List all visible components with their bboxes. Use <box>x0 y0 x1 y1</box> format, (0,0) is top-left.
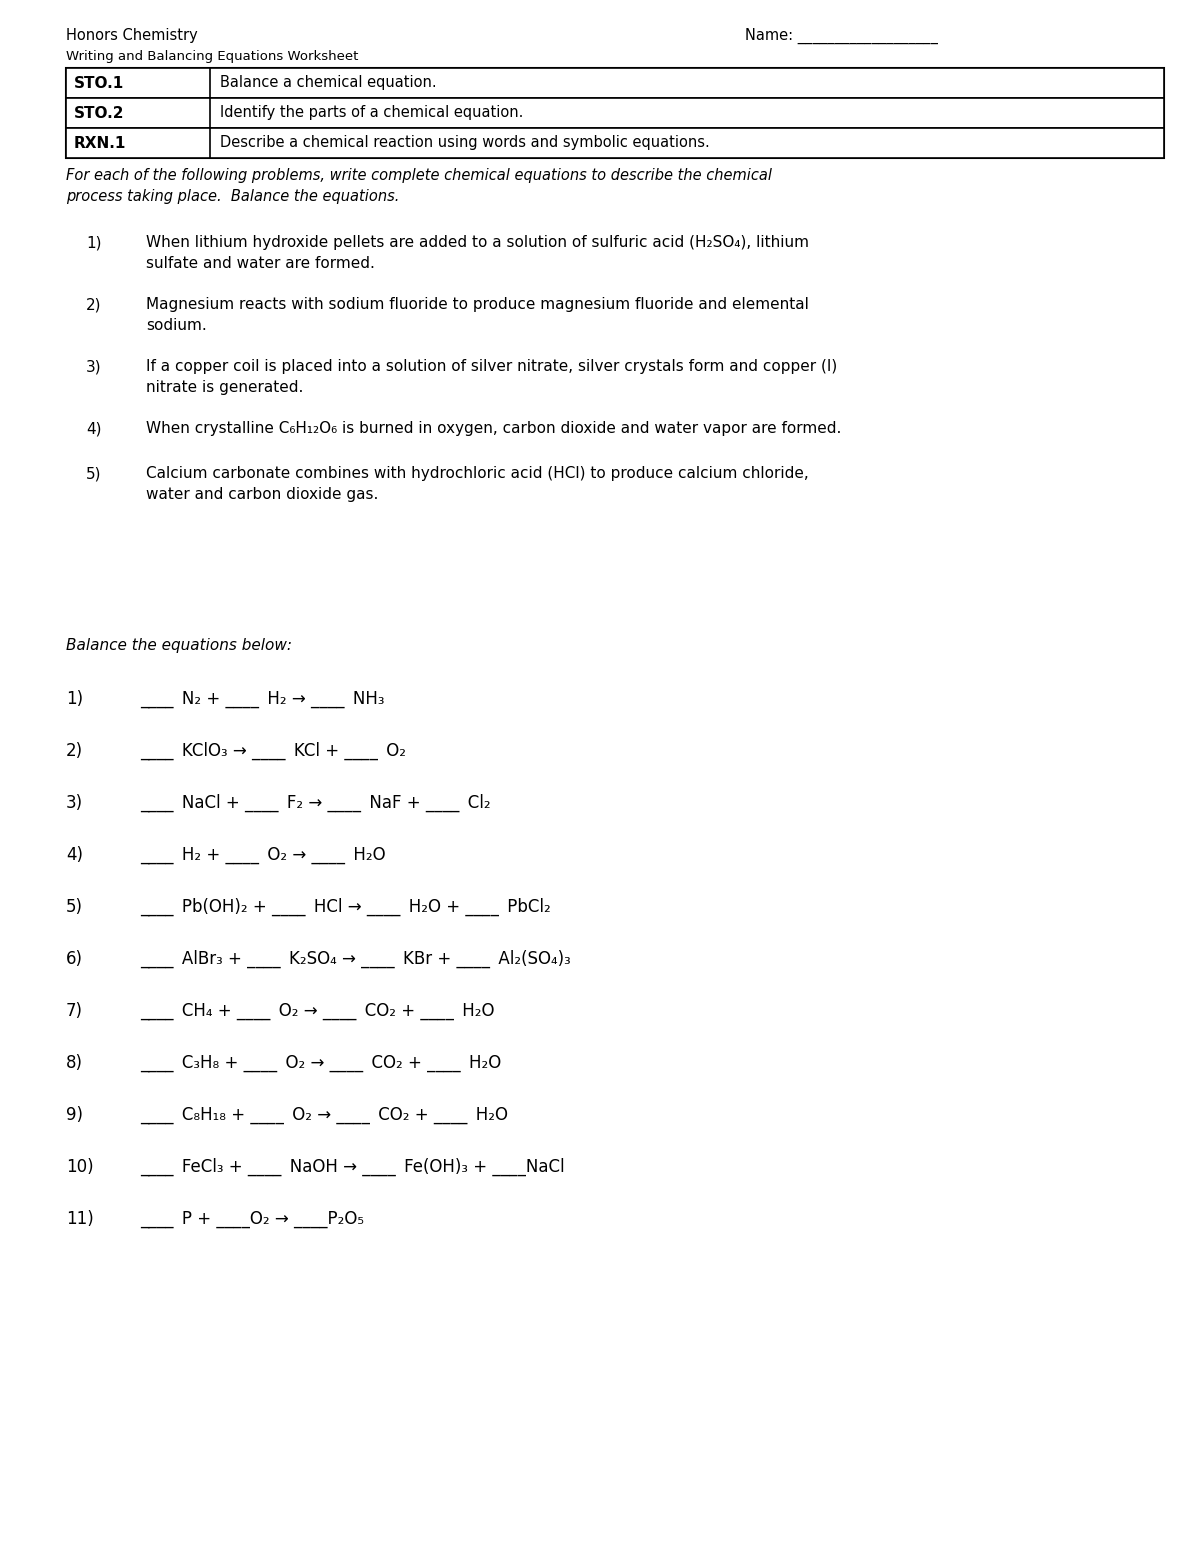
Text: When lithium hydroxide pellets are added to a solution of sulfuric acid (H₂SO₄),: When lithium hydroxide pellets are added… <box>146 235 809 272</box>
Text: 3): 3) <box>86 359 102 374</box>
Text: 1): 1) <box>66 690 83 708</box>
Text: 1): 1) <box>86 235 102 250</box>
Text: STO.1: STO.1 <box>74 76 125 90</box>
Text: ____ C₈H₁₈ + ____ O₂ → ____ CO₂ + ____ H₂O: ____ C₈H₁₈ + ____ O₂ → ____ CO₂ + ____ H… <box>140 1106 508 1124</box>
Text: Describe a chemical reaction using words and symbolic equations.: Describe a chemical reaction using words… <box>220 135 709 151</box>
Text: ____ P + ____O₂ → ____P₂O₅: ____ P + ____O₂ → ____P₂O₅ <box>140 1210 364 1228</box>
Bar <box>66 127 1164 158</box>
Text: For each of the following problems, write complete chemical equations to describ: For each of the following problems, writ… <box>66 168 772 203</box>
Text: Balance the equations below:: Balance the equations below: <box>66 638 292 652</box>
Text: 7): 7) <box>66 1002 83 1020</box>
Text: ____ AlBr₃ + ____ K₂SO₄ → ____ KBr + ____ Al₂(SO₄)₃: ____ AlBr₃ + ____ K₂SO₄ → ____ KBr + ___… <box>140 950 571 968</box>
Text: 2): 2) <box>86 297 102 312</box>
Text: ____ CH₄ + ____ O₂ → ____ CO₂ + ____ H₂O: ____ CH₄ + ____ O₂ → ____ CO₂ + ____ H₂O <box>140 1002 494 1020</box>
Text: 4): 4) <box>86 421 102 436</box>
Text: RXN.1: RXN.1 <box>74 135 126 151</box>
Text: ____ KClO₃ → ____ KCl + ____ O₂: ____ KClO₃ → ____ KCl + ____ O₂ <box>140 742 406 761</box>
Text: Identify the parts of a chemical equation.: Identify the parts of a chemical equatio… <box>220 106 523 121</box>
Text: 2): 2) <box>66 742 83 759</box>
Bar <box>66 68 1164 158</box>
Text: 8): 8) <box>66 1054 83 1072</box>
Text: 11): 11) <box>66 1210 94 1228</box>
Text: ____ C₃H₈ + ____ O₂ → ____ CO₂ + ____ H₂O: ____ C₃H₈ + ____ O₂ → ____ CO₂ + ____ H₂… <box>140 1054 502 1072</box>
Text: ____ N₂ + ____ H₂ → ____ NH₃: ____ N₂ + ____ H₂ → ____ NH₃ <box>140 690 384 708</box>
Text: 5): 5) <box>66 898 83 916</box>
Text: 4): 4) <box>66 846 83 863</box>
Bar <box>66 68 1164 98</box>
Text: 5): 5) <box>86 466 102 481</box>
Text: Name: ___________________: Name: ___________________ <box>745 28 938 43</box>
Text: Honors Chemistry: Honors Chemistry <box>66 28 198 43</box>
Text: Magnesium reacts with sodium fluoride to produce magnesium fluoride and elementa: Magnesium reacts with sodium fluoride to… <box>146 297 809 332</box>
Text: ____ Pb(OH)₂ + ____ HCl → ____ H₂O + ____ PbCl₂: ____ Pb(OH)₂ + ____ HCl → ____ H₂O + ___… <box>140 898 551 916</box>
Text: 9): 9) <box>66 1106 83 1124</box>
Text: Calcium carbonate combines with hydrochloric acid (HCl) to produce calcium chlor: Calcium carbonate combines with hydrochl… <box>146 466 809 502</box>
Text: STO.2: STO.2 <box>74 106 125 121</box>
Text: Balance a chemical equation.: Balance a chemical equation. <box>220 76 437 90</box>
Text: ____ H₂ + ____ O₂ → ____ H₂O: ____ H₂ + ____ O₂ → ____ H₂O <box>140 846 385 863</box>
Text: Writing and Balancing Equations Worksheet: Writing and Balancing Equations Workshee… <box>66 50 359 64</box>
Text: When crystalline C₆H₁₂O₆ is burned in oxygen, carbon dioxide and water vapor are: When crystalline C₆H₁₂O₆ is burned in ox… <box>146 421 841 436</box>
Text: ____ NaCl + ____ F₂ → ____ NaF + ____ Cl₂: ____ NaCl + ____ F₂ → ____ NaF + ____ Cl… <box>140 794 491 812</box>
Text: If a copper coil is placed into a solution of silver nitrate, silver crystals fo: If a copper coil is placed into a soluti… <box>146 359 838 394</box>
Text: 10): 10) <box>66 1159 94 1176</box>
Text: 6): 6) <box>66 950 83 968</box>
Text: 3): 3) <box>66 794 83 812</box>
Text: ____ FeCl₃ + ____ NaOH → ____ Fe(OH)₃ + ____NaCl: ____ FeCl₃ + ____ NaOH → ____ Fe(OH)₃ + … <box>140 1159 565 1176</box>
Bar <box>66 98 1164 127</box>
